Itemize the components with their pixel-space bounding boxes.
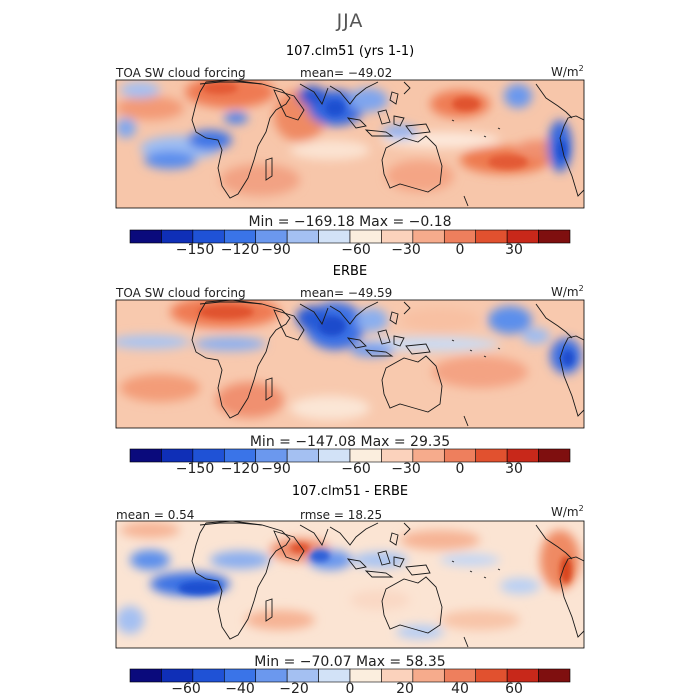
colorbar-cell	[161, 229, 194, 244]
panel-1-variable-label: TOA SW cloud forcing	[116, 66, 246, 80]
colorbar-cell	[538, 448, 571, 463]
colorbar-cell	[318, 448, 351, 463]
figure-title: JJA	[336, 10, 364, 32]
panel-3-colorbar	[129, 668, 571, 683]
colorbar-cell	[129, 229, 162, 244]
panel-3-title: 107.clm51 - ERBE	[291, 484, 409, 499]
panel-3-cb-tick: −60	[171, 681, 201, 697]
colorbar-cell	[443, 448, 477, 463]
colorbar-cell	[381, 448, 414, 463]
colorbar-cell	[475, 668, 508, 683]
colorbar-cell	[255, 668, 288, 683]
colorbar-cell	[538, 668, 571, 683]
colorbar-cell	[506, 448, 539, 463]
panel-2-cb-tick: 0	[455, 461, 465, 477]
colorbar-cell	[286, 229, 319, 244]
panel-1-units: W/m2	[551, 64, 584, 79]
colorbar-cell	[318, 668, 351, 683]
panel-2-units: W/m2	[551, 284, 584, 299]
colorbar-cell	[192, 229, 225, 244]
colorbar-cell	[223, 668, 257, 683]
panel-3-cb-tick: 0	[345, 681, 355, 697]
panel-3-cb-tick: 20	[396, 681, 414, 697]
panel-1-title: 107.clm51 (yrs 1-1)	[285, 44, 415, 59]
panel-3-mean-label: mean = 0.54	[116, 508, 195, 522]
colorbar-cell	[161, 448, 194, 463]
colorbar-cell	[412, 668, 445, 683]
colorbar-cell	[286, 668, 319, 683]
panel-3-cb-tick: −40	[225, 681, 255, 697]
colorbar-cell	[129, 448, 162, 463]
colorbar-cell	[161, 668, 194, 683]
panel-2-colorbar	[129, 448, 571, 463]
panel-2-map-frame	[115, 299, 585, 429]
colorbar-cell	[475, 229, 508, 244]
colorbar-cell	[192, 448, 225, 463]
colorbar-cell	[412, 229, 445, 244]
panel-3-cb-tick: −20	[279, 681, 309, 697]
colorbar-cell	[506, 668, 539, 683]
colorbar-cell	[223, 448, 257, 463]
panel-2-title: ERBE	[332, 264, 368, 279]
panel-1-mean-label: mean= −49.02	[300, 66, 393, 80]
panel-3-cb-tick: 60	[505, 681, 523, 697]
colorbar-cell	[506, 229, 539, 244]
panel-2-cb-tick: −90	[261, 461, 291, 477]
colorbar-cell	[475, 448, 508, 463]
colorbar-cell	[349, 229, 382, 244]
panel-1-map-frame	[115, 79, 585, 209]
colorbar-cell	[443, 668, 477, 683]
colorbar-cell	[412, 448, 445, 463]
panel-1-cb-tick: −150	[175, 242, 215, 258]
panel-2-field	[116, 300, 584, 427]
panel-2-variable-label: TOA SW cloud forcing	[116, 286, 246, 300]
panel-3-cb-tick: 40	[451, 681, 469, 697]
colorbar-cell	[192, 668, 225, 683]
panel-3-rmse-label: rmse = 18.25	[300, 508, 383, 522]
panel-2-cb-tick: 30	[505, 461, 523, 477]
panel-1-minmax: Min = −169.18 Max = −0.18	[248, 214, 452, 230]
panel-2-cb-tick: −30	[391, 461, 421, 477]
colorbar-cell	[349, 668, 382, 683]
colorbar-cell	[255, 229, 288, 244]
panel-3-units: W/m2	[551, 504, 584, 519]
panel-2-cb-tick: −120	[220, 461, 260, 477]
colorbar-cell	[223, 229, 257, 244]
panel-2-minmax: Min = −147.08 Max = 29.35	[249, 434, 451, 450]
colorbar-cell	[381, 668, 414, 683]
colorbar-cell	[129, 668, 162, 683]
colorbar-cell	[349, 448, 382, 463]
panel-1-cb-tick: −30	[391, 242, 421, 258]
panel-2-mean-label: mean= −49.59	[300, 286, 393, 300]
panel-1-cb-tick: 0	[455, 242, 465, 258]
panel-2-cb-tick: −150	[175, 461, 215, 477]
panel-1-colorbar	[129, 229, 571, 244]
panel-1-field	[116, 80, 584, 207]
colorbar-cell	[318, 229, 351, 244]
colorbar-cell	[538, 229, 571, 244]
panel-2-cb-tick: −60	[341, 461, 371, 477]
panel-3-field	[116, 521, 584, 648]
panel-1-cb-tick: −120	[220, 242, 260, 258]
panel-1-cb-tick: −60	[341, 242, 371, 258]
colorbar-cell	[381, 229, 414, 244]
panel-3-map-frame	[115, 520, 585, 649]
colorbar-cell	[443, 229, 477, 244]
colorbar-cell	[286, 448, 319, 463]
colorbar-cell	[255, 448, 288, 463]
panel-3-minmax: Min = −70.07 Max = 58.35	[254, 654, 446, 670]
panel-1-cb-tick: −90	[261, 242, 291, 258]
panel-1-cb-tick: 30	[505, 242, 523, 258]
